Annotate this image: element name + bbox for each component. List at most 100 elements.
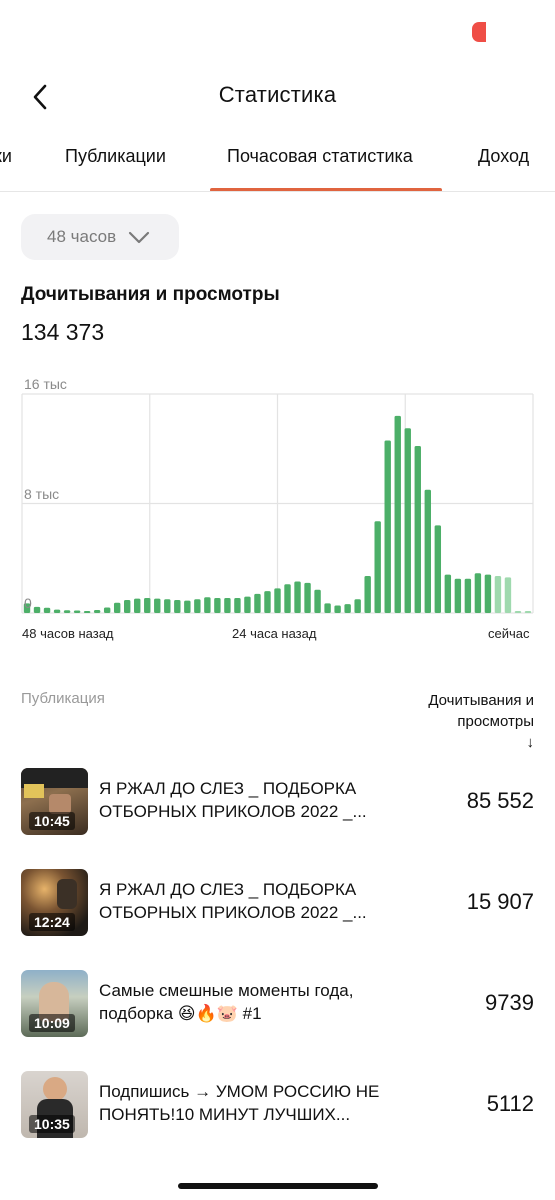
chevron-left-icon (33, 84, 47, 110)
chart-bar[interactable] (164, 599, 171, 613)
video-duration: 10:45 (29, 812, 75, 830)
chart-bar[interactable] (384, 440, 391, 613)
list-item[interactable]: 12:24 Я РЖАЛ ДО СЛЕЗ _ ПОДБОРКА ОТБОРНЫХ… (0, 867, 555, 939)
chart-bar[interactable] (344, 604, 351, 613)
publication-value: 15 907 (466, 889, 534, 914)
publication-title: Я РЖАЛ ДО СЛЕЗ _ ПОДБОРКА ОТБОРНЫХ ПРИКО… (99, 880, 367, 922)
chart-bar[interactable] (244, 596, 251, 613)
hourly-chart: 16 тыс 8 тыс 0 48 часов назад 24 часа на… (0, 370, 555, 650)
video-thumbnail: 10:45 (21, 768, 88, 835)
chart-bar[interactable] (324, 603, 331, 613)
chart-bar[interactable] (314, 589, 321, 613)
chart-bar[interactable] (113, 602, 121, 613)
chart-bar[interactable] (93, 609, 101, 613)
status-indicator (472, 22, 486, 42)
total-value: 134 373 (21, 319, 105, 345)
chart-bar[interactable] (354, 599, 361, 613)
tab-income[interactable]: Доход (478, 146, 530, 166)
active-tab-indicator (210, 188, 442, 191)
chart-bar[interactable] (234, 597, 241, 613)
header: Статистика (0, 74, 555, 120)
chart-bar[interactable] (83, 610, 91, 613)
chart-bar[interactable] (524, 610, 532, 613)
chart-bar[interactable] (474, 573, 482, 613)
chart-bar[interactable] (274, 588, 281, 613)
x-tick-label: 24 часа назад (232, 626, 317, 641)
chart-bar[interactable] (204, 597, 211, 613)
y-tick-label: 8 тыс (24, 486, 59, 502)
chart-bar[interactable] (434, 525, 442, 613)
list-item[interactable]: 10:09 Самые смешные моменты года, подбор… (0, 968, 555, 1040)
chart-bar[interactable] (174, 600, 181, 613)
video-thumbnail: 10:35 (21, 1071, 88, 1138)
page-title: Статистика (218, 82, 337, 107)
chart-bar[interactable] (514, 610, 522, 613)
chart-bar[interactable] (154, 598, 161, 613)
period-label: 48 часов (47, 227, 117, 246)
tab-publications[interactable]: Публикации (65, 146, 166, 166)
tab-hourly-stats[interactable]: Почасовая статистика (227, 146, 413, 166)
chart-bar[interactable] (484, 574, 492, 613)
chart-bar[interactable] (53, 609, 61, 613)
chart-bar[interactable] (504, 577, 512, 613)
chart-bar[interactable] (334, 605, 341, 613)
chart-bar[interactable] (294, 581, 301, 613)
chart-bar[interactable] (184, 600, 191, 613)
x-tick-label: сейчас (488, 626, 530, 641)
chart-bar[interactable] (103, 607, 111, 614)
chart-bar[interactable] (414, 446, 421, 613)
sort-arrow-icon: ↓ (526, 734, 535, 751)
chart-bar[interactable] (144, 597, 151, 613)
chart-bar[interactable] (364, 576, 371, 613)
chart-bar[interactable] (254, 593, 261, 613)
column-header-metric-sort[interactable]: Дочитывания и просмотры ↓ (424, 690, 534, 753)
chart-bar[interactable] (404, 428, 411, 613)
video-thumbnail: 12:24 (21, 869, 88, 936)
section-title: Дочитывания и просмотры (21, 284, 280, 305)
chart-bar[interactable] (264, 591, 271, 613)
period-dropdown[interactable]: 48 часов (21, 214, 179, 260)
chart-bar[interactable] (43, 607, 51, 613)
chevron-down-icon (129, 231, 150, 244)
y-tick-label: 16 тыс (24, 376, 67, 392)
video-duration: 10:35 (29, 1115, 75, 1133)
chart-bar[interactable] (214, 597, 221, 613)
chart-bar[interactable] (194, 599, 201, 613)
chart-bar[interactable] (134, 598, 141, 613)
tab-partial[interactable]: ки (0, 146, 12, 166)
chart-svg: 16 тыс 8 тыс 0 (21, 376, 534, 614)
chart-bar[interactable] (464, 578, 472, 613)
publication-title: Я РЖАЛ ДО СЛЕЗ _ ПОДБОРКА ОТБОРНЫХ ПРИКО… (99, 779, 367, 821)
chart-bar[interactable] (124, 600, 131, 613)
chart-bar[interactable] (23, 603, 31, 613)
list-item[interactable]: 10:45 Я РЖАЛ ДО СЛЕЗ _ ПОДБОРКА ОТБОРНЫХ… (0, 766, 555, 838)
chart-bar[interactable] (33, 606, 41, 613)
video-duration: 12:24 (29, 913, 75, 931)
chart-bar[interactable] (394, 415, 401, 613)
chart-bar[interactable] (454, 578, 462, 613)
publication-title: Самые смешные моменты года, подборка 😆🔥🐷… (99, 981, 354, 1023)
x-tick-label: 48 часов назад (22, 626, 114, 641)
publication-value: 5112 (486, 1091, 534, 1116)
chart-bar[interactable] (494, 576, 502, 613)
chart-bar[interactable] (224, 597, 231, 613)
video-thumbnail: 10:09 (21, 970, 88, 1037)
chart-bar[interactable] (444, 574, 452, 613)
publication-title: Подпишись → УМОМ РОССИЮ НЕ ПОНЯТЬ!10 МИН… (99, 1082, 380, 1124)
chart-bar[interactable] (304, 582, 311, 613)
tab-bar: ки Публикации Почасовая статистика Доход (0, 130, 555, 192)
column-header-metric-label: Дочитывания и просмотры (428, 692, 534, 730)
home-indicator (178, 1183, 378, 1189)
chart-bar[interactable] (73, 610, 81, 613)
video-duration: 10:09 (29, 1014, 75, 1032)
publication-value: 9739 (485, 990, 534, 1015)
y-tick-label: 0 (24, 595, 32, 611)
publication-value: 85 552 (466, 788, 534, 813)
chart-bar[interactable] (424, 489, 431, 613)
chart-bar[interactable] (284, 584, 291, 613)
chart-bar[interactable] (63, 610, 71, 613)
column-header-publication: Публикация (21, 690, 105, 707)
back-button[interactable] (22, 78, 58, 116)
list-item[interactable]: 10:35 Подпишись → УМОМ РОССИЮ НЕ ПОНЯТЬ!… (0, 1069, 555, 1141)
chart-bar[interactable] (374, 521, 381, 613)
